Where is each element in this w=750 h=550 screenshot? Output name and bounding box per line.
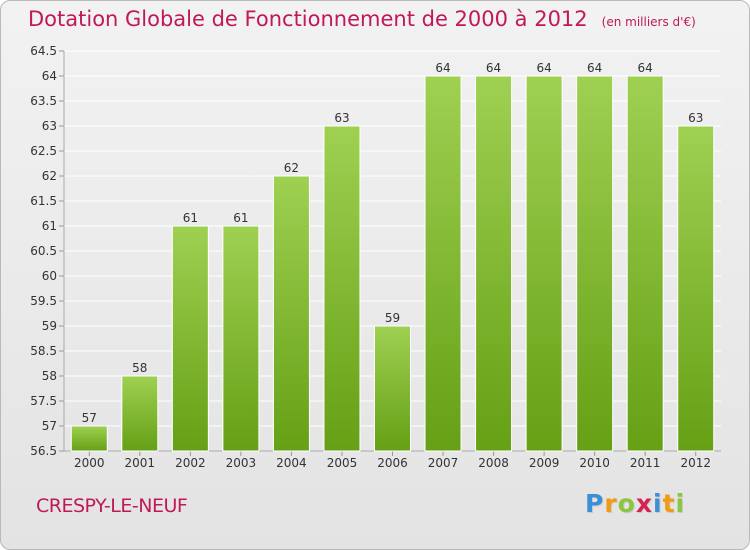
value-label: 61 — [233, 211, 248, 225]
bar-2009 — [525, 75, 563, 452]
x-tick-label: 2012 — [680, 456, 711, 470]
logo-letter: r — [604, 489, 618, 518]
x-tick-label: 2004 — [276, 456, 307, 470]
y-tick-label: 62.5 — [30, 144, 57, 158]
y-tick-label: 61.5 — [30, 194, 57, 208]
y-tick-label: 59.5 — [30, 294, 57, 308]
chart-unit: (en milliers d'€) — [601, 15, 696, 29]
logo-letter: x — [635, 489, 653, 518]
y-tick-label: 63 — [42, 119, 57, 133]
bar-2001 — [121, 375, 159, 452]
bar-2011 — [626, 75, 664, 452]
y-tick-label: 62 — [42, 169, 57, 183]
x-tick-label: 2005 — [327, 456, 358, 470]
logo-letter: P — [585, 489, 605, 518]
value-label: 58 — [132, 361, 147, 375]
value-label: 63 — [688, 111, 703, 125]
x-tick-label: 2009 — [529, 456, 560, 470]
x-tick-label: 2003 — [226, 456, 257, 470]
bar-2012 — [677, 125, 715, 452]
y-tick-label: 61 — [42, 219, 57, 233]
value-label: 64 — [435, 61, 450, 75]
commune-name: CRESPY-LE-NEUF — [36, 495, 188, 517]
y-tick-label: 57 — [42, 419, 57, 433]
value-label: 63 — [334, 111, 349, 125]
y-tick-label: 60 — [42, 269, 57, 283]
bar-2005 — [323, 125, 361, 452]
y-tick-label: 58 — [42, 369, 57, 383]
x-tick-label: 2008 — [478, 456, 509, 470]
logo-letter: t — [662, 489, 676, 518]
value-label: 57 — [82, 411, 97, 425]
axes: 56.5 57 57.5 58 58.5 59 59.5 60 60.5 61 61.5 62 62.5… — [30, 44, 721, 458]
bar-2007 — [424, 75, 462, 452]
y-tick-label: 64 — [42, 69, 57, 83]
bar-2008 — [475, 75, 513, 452]
x-tick-label: 2001 — [125, 456, 156, 470]
logo-letter: i — [653, 489, 663, 518]
x-tick-label: 2006 — [377, 456, 408, 470]
value-label: 62 — [284, 161, 299, 175]
value-label: 61 — [183, 211, 198, 225]
y-tick-label: 57.5 — [30, 394, 57, 408]
y-tick-label: 60.5 — [30, 244, 57, 258]
logo-letter: i — [675, 489, 686, 518]
value-label: 59 — [385, 311, 400, 325]
x-tick-label: 2007 — [428, 456, 459, 470]
y-tick-label: 64.5 — [30, 44, 57, 58]
bar-2003 — [222, 225, 260, 452]
bar-2006 — [374, 325, 411, 452]
bar-2000 — [70, 425, 108, 452]
y-tick-label: 59 — [42, 319, 57, 333]
value-label: 64 — [638, 61, 653, 75]
x-tick-label: 2011 — [630, 456, 661, 470]
logo-letter: o — [617, 489, 636, 518]
y-tick-label: 63.5 — [30, 94, 57, 108]
x-tick-label: 2010 — [579, 456, 610, 470]
bar-2004 — [272, 175, 310, 452]
x-tick-label: 2002 — [175, 456, 206, 470]
chart-title-main: Dotation Globale de Fonctionnement de 20… — [28, 7, 588, 31]
x-tick-label: 2000 — [74, 456, 105, 470]
chart-title: Dotation Globale de Fonctionnement de 20… — [28, 7, 696, 31]
proxiti-logo: Proxiti — [585, 489, 685, 518]
bars — [70, 75, 715, 452]
bar-2002 — [171, 225, 209, 452]
value-label: 64 — [486, 61, 501, 75]
bar-2010 — [576, 75, 614, 452]
value-label: 64 — [587, 61, 602, 75]
value-label: 64 — [536, 61, 551, 75]
y-tick-label: 56.5 — [30, 444, 57, 458]
y-tick-label: 58.5 — [30, 344, 57, 358]
labels: 2000 57 2001 58 2002 61 2003 61 2004 62 2005 63 2006… — [74, 61, 711, 470]
